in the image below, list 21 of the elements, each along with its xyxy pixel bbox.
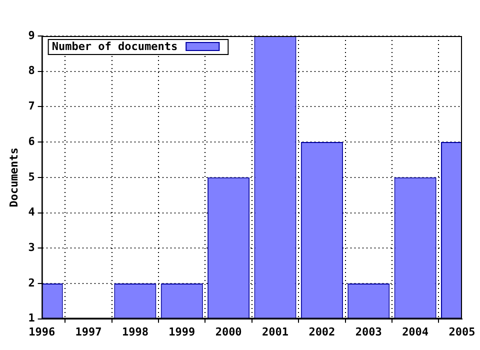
y-tick-label: 8: [28, 64, 35, 78]
x-tick-label: 1997: [75, 325, 102, 338]
y-tick-label: 9: [28, 28, 35, 42]
x-tick-label: 2004: [402, 325, 429, 338]
y-tick-label: 7: [28, 100, 35, 113]
y-tick-label: 1: [28, 312, 36, 325]
y-tick-label: 3: [28, 240, 35, 254]
legend-label: Number of documents: [52, 40, 178, 53]
x-tick-label: 1996: [28, 325, 56, 338]
x-tick-label: 2003: [355, 325, 382, 338]
x-tick-label: 2005: [448, 325, 476, 338]
y-tick-label: 6: [28, 134, 36, 148]
x-tick-label: 2001: [262, 325, 289, 338]
y-axis-title: Documents: [7, 148, 20, 208]
y-tick-label: 5: [28, 170, 35, 184]
y-tick-label: 4: [28, 206, 36, 219]
x-tick-label: 1999: [168, 325, 196, 338]
x-tick-label: 2000: [215, 325, 242, 338]
x-tick-label: 2002: [308, 325, 336, 338]
x-tick-label: 1998: [122, 325, 148, 338]
y-tick-label: 2: [28, 276, 35, 290]
